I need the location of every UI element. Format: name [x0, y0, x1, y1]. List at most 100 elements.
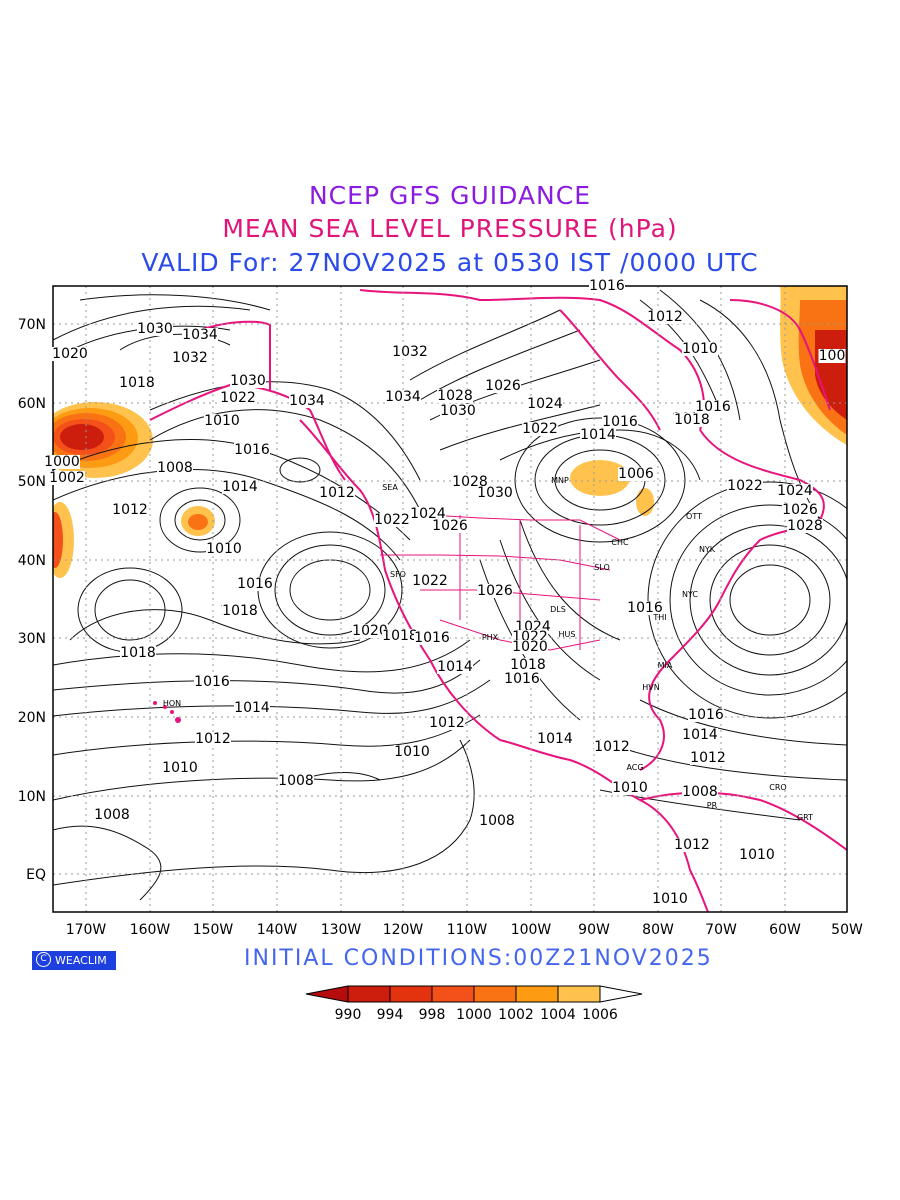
lat-label: 30N — [18, 631, 46, 647]
colorbar-bin — [389, 985, 433, 1003]
contour-label: 1022 — [412, 573, 448, 589]
colorbar-bin — [431, 985, 475, 1003]
contour-label: 1018 — [382, 628, 418, 644]
contour-label-bg — [222, 604, 258, 618]
contour-label-bg — [510, 658, 546, 672]
longitude-axis: 170W 160W 150W 140W 130W 120W 110W 100W 90W 80W 70… — [66, 922, 863, 938]
contour-label: 1008 — [278, 773, 314, 789]
contour-label: 1026 — [485, 378, 521, 394]
station-label: MNP — [551, 476, 569, 485]
contour-label: 1018 — [674, 412, 710, 428]
contour-label-bg — [682, 342, 718, 356]
contour-label-bg — [172, 351, 208, 365]
lat-label: 20N — [18, 710, 46, 726]
map-frame — [52, 285, 848, 913]
contour-label-bg — [452, 475, 488, 489]
contour-label-bg — [220, 391, 256, 405]
contour-label-bg — [392, 345, 428, 359]
contour-label: 1018 — [119, 375, 155, 391]
contour-label-bg — [537, 732, 573, 746]
lon-label: 100W — [511, 922, 552, 938]
contour-label: 1030 — [477, 485, 513, 501]
contour-label: 1028 — [437, 388, 473, 404]
station-label: CRO — [769, 783, 786, 792]
contour-label: 1016 — [504, 671, 540, 687]
contour-label-bg — [787, 519, 823, 533]
lat-label: 10N — [18, 789, 46, 805]
contour-label-bg — [440, 404, 476, 418]
contour-label: 1020 — [512, 639, 548, 655]
contour-label-bg — [477, 584, 513, 598]
map-title-line1: NCEP GFS GUIDANCE — [308, 181, 591, 210]
lon-label: 60W — [769, 922, 801, 938]
contour-label: 1016 — [414, 630, 450, 646]
contour-label-bg — [234, 701, 270, 715]
station-label: MIA — [658, 661, 673, 670]
contour-label-bg — [782, 503, 818, 517]
station-label: GRT — [797, 813, 813, 822]
station-label: PHX — [482, 633, 499, 642]
station-label: HVN — [642, 683, 659, 692]
contour-label-bg — [690, 751, 726, 765]
colorbar-bin — [557, 985, 601, 1003]
colorbar-tick-label: 1002 — [498, 1007, 534, 1023]
station-label: NYC — [682, 590, 698, 599]
station-label: OTT — [686, 512, 702, 521]
contour-label: 1012 — [647, 309, 683, 325]
colorbar-arrow-right — [599, 985, 643, 1003]
contour-label-bg — [652, 892, 688, 906]
contour-label: 1010 — [206, 541, 242, 557]
contour-label: 1028 — [787, 518, 823, 534]
contour-label-bg — [119, 376, 155, 390]
map-title-line2: MEAN SEA LEVEL PRESSURE (hPa) — [222, 214, 678, 243]
contour-label: 1024 — [777, 483, 813, 499]
contour-label-bg — [674, 838, 710, 852]
lat-label: 50N — [18, 474, 46, 490]
contour-label-bg — [414, 631, 450, 645]
contour-label: 1020 — [352, 623, 388, 639]
lon-label: 170W — [66, 922, 107, 938]
station-label: THI — [652, 613, 666, 622]
colorbar-tick-label: 1000 — [456, 1007, 492, 1023]
contour-label: 1014 — [234, 700, 270, 716]
contour-label-bg — [589, 279, 625, 293]
contour-label-bg — [618, 467, 654, 481]
contour-label: 1032 — [172, 350, 208, 366]
contour-label-bg — [206, 542, 242, 556]
contour-label-bg — [385, 390, 421, 404]
lon-label: 90W — [578, 922, 610, 938]
contour-label-bg — [162, 761, 198, 775]
contour-label-bg — [94, 808, 130, 822]
contour-label: 1026 — [477, 583, 513, 599]
colorbar-arrow-left — [305, 985, 349, 1003]
contour-label: 1010 — [204, 413, 240, 429]
contour-label: 1016 — [589, 278, 625, 294]
lon-label: 110W — [447, 922, 488, 938]
contour-label-bg — [479, 814, 515, 828]
lon-label: 140W — [257, 922, 298, 938]
contour-label-bg — [602, 415, 638, 429]
station-label: NYK — [699, 545, 716, 554]
contour-label-bg — [195, 732, 231, 746]
contour-label: 1008 — [94, 807, 130, 823]
contour-label: 1034 — [182, 327, 218, 343]
colorbar-bin — [515, 985, 559, 1003]
initial-conditions: INITIAL CONDITIONS:00Z21NOV2025 — [244, 946, 713, 971]
contour-label: 1016 — [194, 674, 230, 690]
lon-label: 130W — [321, 922, 362, 938]
contour-label: 1000 — [44, 454, 80, 470]
contour-label-bg — [437, 389, 473, 403]
station-label: DLS — [550, 605, 566, 614]
lon-label: 150W — [193, 922, 234, 938]
contour-label-bg — [382, 629, 418, 643]
contour-label: 1012 — [319, 485, 355, 501]
contour-label: 1012 — [429, 715, 465, 731]
contour-label-bg — [682, 785, 718, 799]
contour-label: 1022 — [220, 390, 256, 406]
colorbar-bin — [347, 985, 391, 1003]
contour-label: 1016 — [695, 399, 731, 415]
contour-label: 1006 — [618, 466, 654, 482]
logo-text: WEACLIM — [55, 954, 107, 967]
contour-label: 1008 — [157, 460, 193, 476]
